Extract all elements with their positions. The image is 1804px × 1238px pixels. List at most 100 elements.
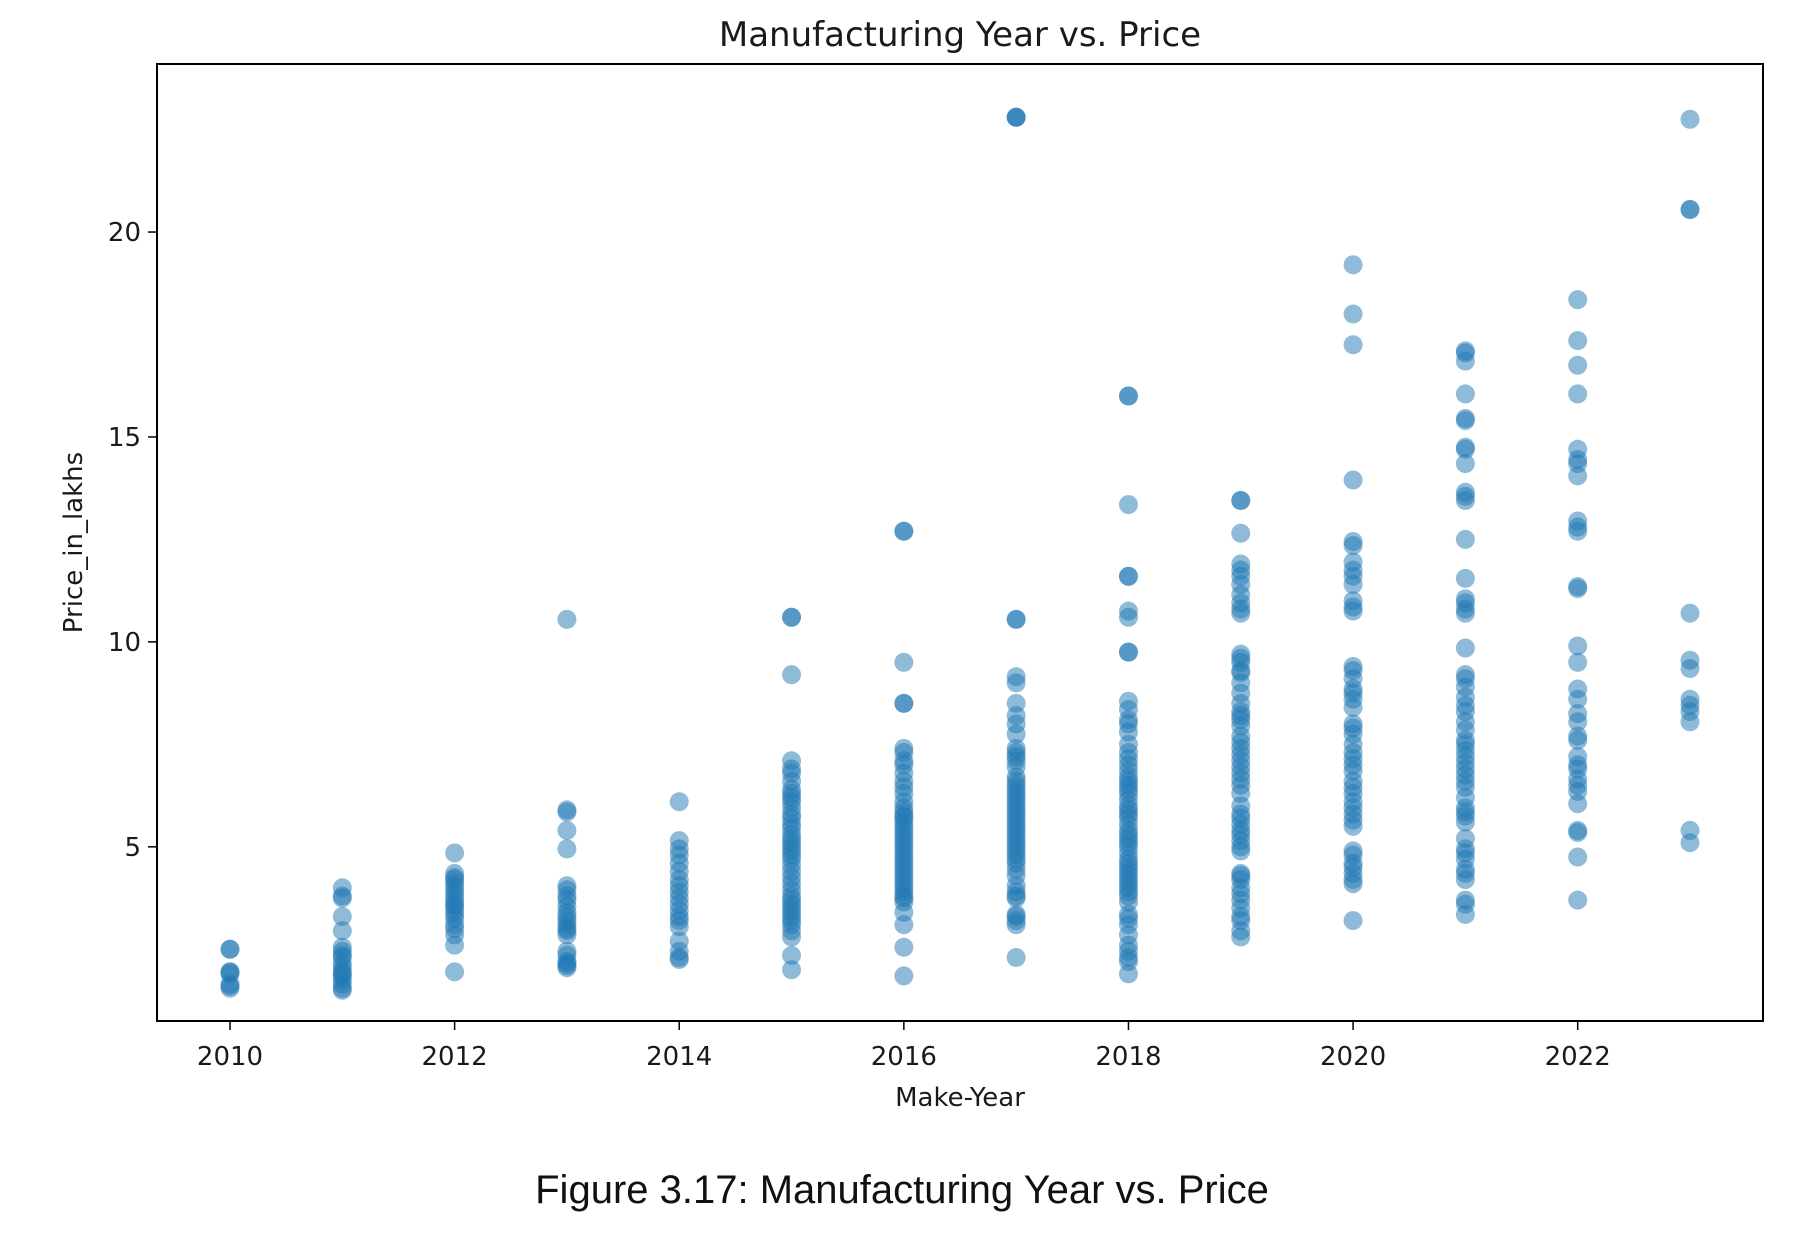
y-axis-label: Price_in_lakhs (59, 452, 89, 633)
scatter-point (1568, 579, 1588, 599)
scatter-point (1568, 712, 1588, 732)
scatter-point (1568, 636, 1588, 656)
plot-area-frame (156, 63, 1764, 1022)
scatter-point (1455, 490, 1475, 510)
x-tick-label: 2012 (422, 1042, 488, 1072)
scatter-point (1118, 642, 1138, 662)
scatter-point (1455, 568, 1475, 588)
scatter-point (332, 980, 352, 1000)
scatter-point (894, 966, 914, 986)
scatter-point (332, 921, 352, 941)
x-tick-label: 2016 (871, 1042, 937, 1072)
scatter-point (1568, 521, 1588, 541)
y-tick-label: 20 (108, 218, 141, 248)
scatter-point (1568, 466, 1588, 486)
y-tick-label: 10 (108, 628, 141, 658)
scatter-point (1455, 603, 1475, 623)
y-tick-label: 5 (124, 833, 141, 863)
scatter-point (557, 925, 577, 945)
scatter-point (1568, 290, 1588, 310)
scatter-point (1455, 384, 1475, 404)
scatter-point (1118, 607, 1138, 627)
data-points (220, 107, 1700, 1000)
scatter-point (557, 958, 577, 978)
scatter-point (782, 607, 802, 627)
scatter-point (894, 521, 914, 541)
figure-caption: Figure 3.17: Manufacturing Year vs. Pric… (535, 1168, 1269, 1212)
scatter-point (445, 843, 465, 863)
scatter-point (1455, 638, 1475, 658)
scatter-point (1231, 841, 1251, 861)
scatter-point (1118, 386, 1138, 406)
scatter-point (782, 960, 802, 980)
scatter-point (445, 962, 465, 982)
scatter-point (1343, 911, 1363, 931)
scatter-point (1455, 870, 1475, 890)
scatter-point (1455, 529, 1475, 549)
scatter-point (1455, 812, 1475, 832)
scatter-point (1680, 109, 1700, 129)
scatter-point (1680, 833, 1700, 853)
scatter-point (1680, 712, 1700, 732)
scatter-point (557, 839, 577, 859)
scatter-point (1343, 697, 1363, 717)
chart-title: Manufacturing Year vs. Price (719, 15, 1201, 55)
y-axis-ticks: 5 10 15 20 (108, 218, 157, 863)
scatter-point (1680, 199, 1700, 219)
scatter-point (1455, 904, 1475, 924)
scatter-point (1231, 490, 1251, 510)
x-axis-ticks: 2010 2012 2014 2016 2018 2020 2022 (197, 1021, 1611, 1072)
scatter-point (1343, 335, 1363, 355)
scatter-point (332, 888, 352, 908)
scatter-point (1455, 439, 1475, 459)
x-tick-label: 2020 (1320, 1042, 1386, 1072)
scatter-point (220, 939, 240, 959)
scatter-point (1568, 331, 1588, 351)
scatter-point (1118, 566, 1138, 586)
scatter-point (1568, 822, 1588, 842)
scatter-point (1568, 384, 1588, 404)
scatter-point (1006, 673, 1026, 693)
scatter-point (894, 652, 914, 672)
scatter-point (1343, 601, 1363, 621)
x-axis-label: Make-Year (895, 1083, 1025, 1113)
scatter-point (1231, 603, 1251, 623)
scatter-point (1118, 964, 1138, 984)
scatter-point (1343, 816, 1363, 836)
scatter-point (1455, 411, 1475, 431)
y-tick-label: 15 (108, 423, 141, 453)
scatter-point (1568, 689, 1588, 709)
scatter-point (1343, 470, 1363, 490)
scatter-point (1231, 927, 1251, 947)
scatter-point (1568, 730, 1588, 750)
scatter-point (894, 915, 914, 935)
x-tick-label: 2014 (646, 1042, 712, 1072)
scatter-point (669, 950, 689, 970)
scatter-point (1680, 659, 1700, 679)
scatter-point (1006, 888, 1026, 908)
scatter-point (1006, 609, 1026, 629)
scatter-point (1343, 575, 1363, 595)
scatter-point (1568, 652, 1588, 672)
scatter-point (220, 978, 240, 998)
scatter-point (1455, 454, 1475, 474)
scatter-point (894, 937, 914, 957)
scatter-point (1118, 495, 1138, 515)
scatter-point (782, 665, 802, 685)
scatter-point (1006, 947, 1026, 967)
scatter-point (1231, 523, 1251, 543)
scatter-point (1343, 874, 1363, 894)
scatter-point (782, 945, 802, 965)
scatter-point (332, 906, 352, 926)
scatter-point (669, 917, 689, 937)
scatter-point (445, 935, 465, 955)
scatter-point (1006, 107, 1026, 127)
scatter-point (1455, 351, 1475, 371)
x-tick-label: 2022 (1545, 1042, 1611, 1072)
scatter-point (1006, 724, 1026, 744)
scatter-point (1343, 255, 1363, 275)
scatter-point (557, 609, 577, 629)
scatter-point (1568, 794, 1588, 814)
x-tick-label: 2018 (1095, 1042, 1161, 1072)
